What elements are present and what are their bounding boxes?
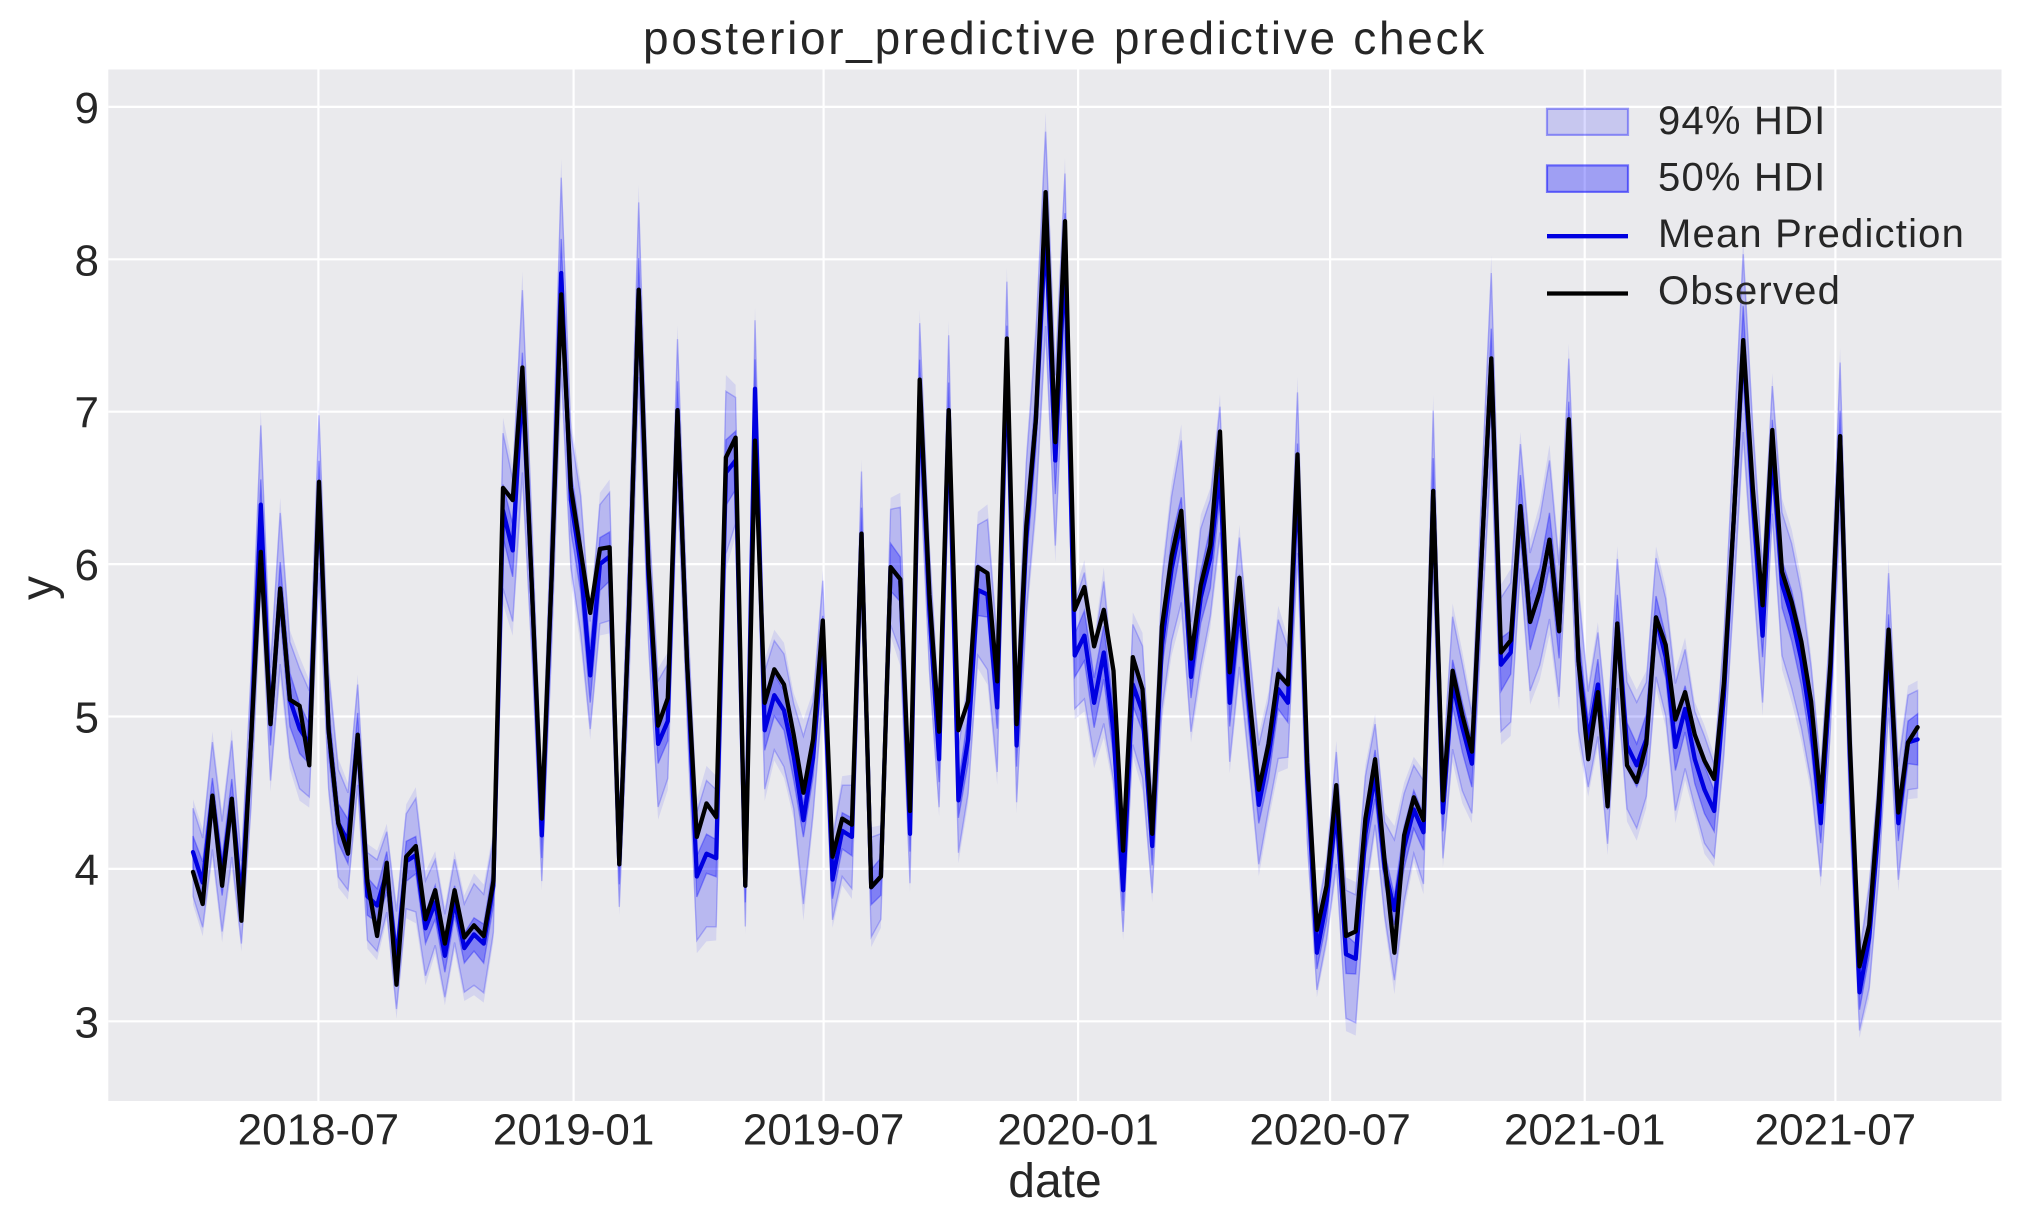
svg-text:y: y [12, 576, 65, 600]
svg-text:2021-01: 2021-01 [1504, 1106, 1665, 1155]
svg-text:2018-07: 2018-07 [238, 1106, 399, 1155]
svg-text:50% HDI: 50% HDI [1658, 156, 1826, 200]
svg-text:8: 8 [75, 236, 99, 285]
svg-text:posterior_predictive predictiv: posterior_predictive predictive check [643, 12, 1487, 64]
svg-text:3: 3 [75, 998, 99, 1047]
svg-text:2019-01: 2019-01 [493, 1106, 654, 1155]
svg-text:7: 7 [75, 389, 99, 438]
svg-text:6: 6 [75, 541, 99, 590]
svg-text:9: 9 [75, 84, 99, 133]
svg-text:5: 5 [75, 694, 99, 743]
svg-text:2020-07: 2020-07 [1249, 1106, 1410, 1155]
svg-text:date: date [1008, 1155, 1101, 1208]
svg-text:2021-07: 2021-07 [1755, 1106, 1916, 1155]
svg-text:Mean Prediction: Mean Prediction [1658, 212, 1965, 256]
svg-text:Observed: Observed [1658, 269, 1841, 313]
svg-text:94% HDI: 94% HDI [1658, 99, 1826, 143]
svg-text:2019-07: 2019-07 [743, 1106, 904, 1155]
svg-text:4: 4 [75, 846, 99, 895]
svg-text:2020-01: 2020-01 [997, 1106, 1158, 1155]
